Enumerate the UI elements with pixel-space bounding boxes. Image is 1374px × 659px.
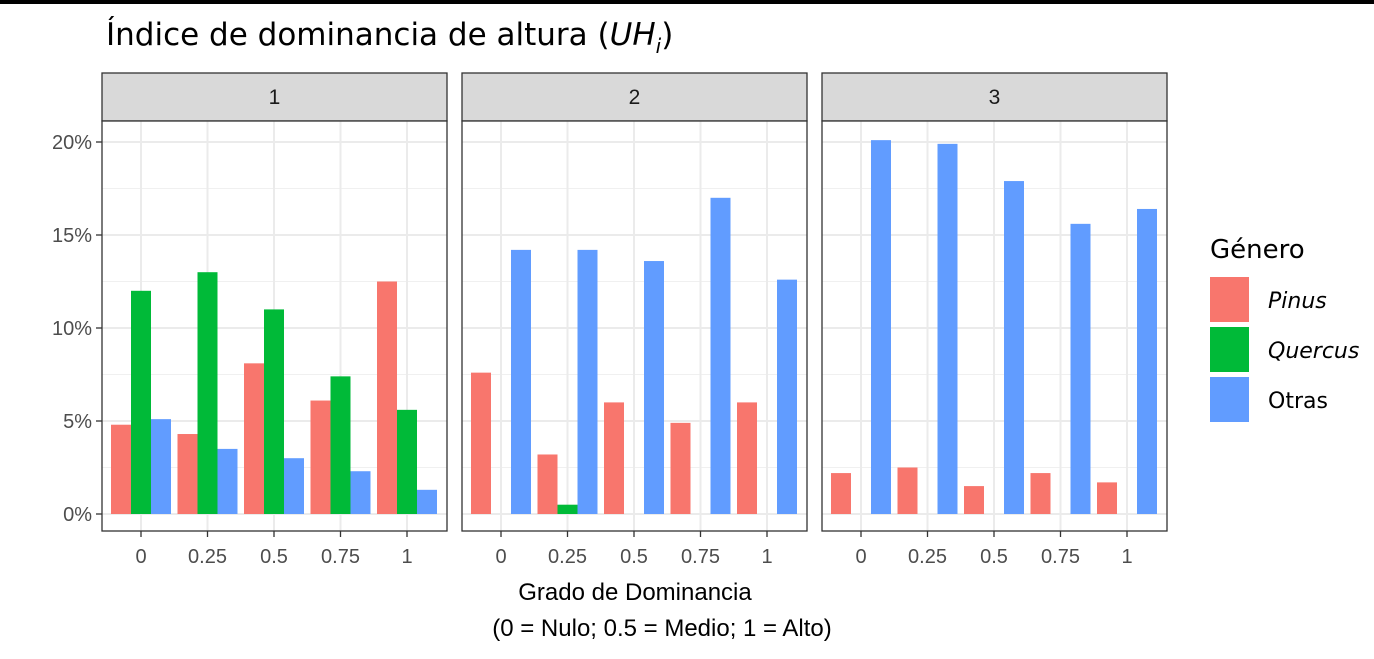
x-tick-label: 0.75	[1041, 546, 1080, 568]
bar-otras-0	[871, 140, 891, 514]
facet-panel-1: 1 0 0.25 0.5 0.75 1	[101, 72, 448, 568]
bar-otras-0.25	[577, 249, 598, 514]
facet-strip-label: 2	[629, 86, 641, 109]
x-tick-label: 0	[135, 546, 146, 568]
bar-pinus-1	[1097, 482, 1117, 514]
x-tick-label: 0.25	[548, 546, 587, 568]
bar-pinus-0.5	[964, 486, 984, 514]
bar-otras-0	[511, 249, 531, 514]
legend-swatch	[1210, 327, 1249, 372]
y-axis: 0% 5% 10% 15% 20%	[52, 132, 102, 526]
legend-item-pinus: Pinus	[1210, 277, 1327, 322]
bar-otras-1	[417, 489, 437, 514]
bar-otras-0.5	[284, 458, 304, 514]
bar-pinus-0.25	[537, 454, 558, 514]
x-tick-label: 1	[401, 546, 412, 568]
bar-pinus-0	[471, 372, 491, 514]
legend-label: Pinus	[1268, 289, 1327, 314]
bar-pinus-0	[831, 473, 851, 514]
legend-label: Quercus	[1268, 339, 1359, 364]
bar-otras-0.5	[644, 261, 664, 514]
x-tick-label: 0.5	[260, 546, 288, 568]
legend: Género Pinus Quercus Otras	[1210, 235, 1359, 422]
x-tick-label: 0.5	[980, 546, 1008, 568]
bar-quercus-0.75	[330, 376, 351, 514]
bar-otras-0.75	[710, 197, 731, 515]
bar-otras-1	[777, 279, 797, 514]
bar-pinus-0.25	[897, 467, 918, 514]
x-tick-label: 0.25	[908, 546, 947, 568]
x-axis-title: Grado de Dominancia	[518, 579, 752, 606]
legend-swatch	[1210, 377, 1249, 422]
bar-pinus-1	[737, 402, 757, 514]
bar-pinus-1	[377, 281, 397, 514]
facet-strip	[461, 72, 808, 122]
bar-pinus-0.75	[1030, 473, 1051, 514]
x-tick-label: 1	[761, 546, 772, 568]
x-tick-label: 0	[855, 546, 866, 568]
x-tick-label: 0.25	[188, 546, 227, 568]
x-tick-label: 0.75	[321, 546, 360, 568]
y-tick-label: 20%	[52, 132, 92, 154]
x-tick-label: 0	[495, 546, 506, 568]
facet-strip	[821, 72, 1168, 122]
y-tick-label: 10%	[52, 318, 92, 340]
x-tick-label: 0.5	[620, 546, 648, 568]
y-tick-label: 0%	[63, 504, 92, 526]
bar-pinus-0.5	[604, 402, 624, 514]
bar-quercus-0.25	[557, 504, 578, 514]
bar-otras-0	[151, 419, 171, 514]
bar-quercus-0.25	[197, 272, 218, 514]
bar-pinus-0.75	[670, 422, 691, 514]
legend-swatch	[1210, 277, 1249, 322]
bar-quercus-1	[397, 409, 417, 514]
legend-title: Género	[1210, 235, 1305, 265]
x-axis-subtitle: (0 = Nulo; 0.5 = Medio; 1 = Alto)	[492, 615, 832, 642]
facet-strip-label: 3	[989, 86, 1001, 109]
legend-item-otras: Otras	[1210, 377, 1328, 422]
bar-otras-0.75	[350, 471, 371, 514]
bar-otras-1	[1137, 208, 1157, 514]
bar-otras-0.25	[217, 448, 238, 514]
bar-otras-0.25	[937, 143, 958, 515]
facet-panel-3: 3 0 0.25 0.5 0.75 1	[821, 72, 1168, 568]
facet-panel-2: 2 0 0.25 0.5 0.75 1	[461, 72, 808, 568]
bar-pinus-0	[111, 424, 131, 514]
bar-pinus-0.75	[310, 400, 331, 514]
legend-label: Otras	[1268, 389, 1328, 414]
top-border-line	[0, 0, 1374, 4]
bar-quercus-0	[131, 290, 151, 514]
bar-otras-0.75	[1070, 223, 1091, 514]
bar-quercus-0.5	[264, 309, 284, 514]
x-tick-label: 1	[1121, 546, 1132, 568]
chart-title: Índice de dominancia de altura (UHi)	[106, 17, 673, 58]
y-tick-label: 5%	[63, 411, 92, 433]
bar-pinus-0.25	[177, 434, 198, 514]
facet-panels: 1 0 0.25 0.5 0.75 1 2 0 0.25 0.5 0.75 1 3 0 0.25 0.5 0.7…	[101, 72, 1168, 568]
bar-otras-0.5	[1004, 181, 1024, 514]
x-tick-label: 0.75	[681, 546, 720, 568]
y-tick-label: 15%	[52, 225, 92, 247]
bar-pinus-0.5	[244, 363, 264, 514]
legend-item-quercus: Quercus	[1210, 327, 1359, 372]
facet-strip-label: 1	[269, 86, 281, 109]
